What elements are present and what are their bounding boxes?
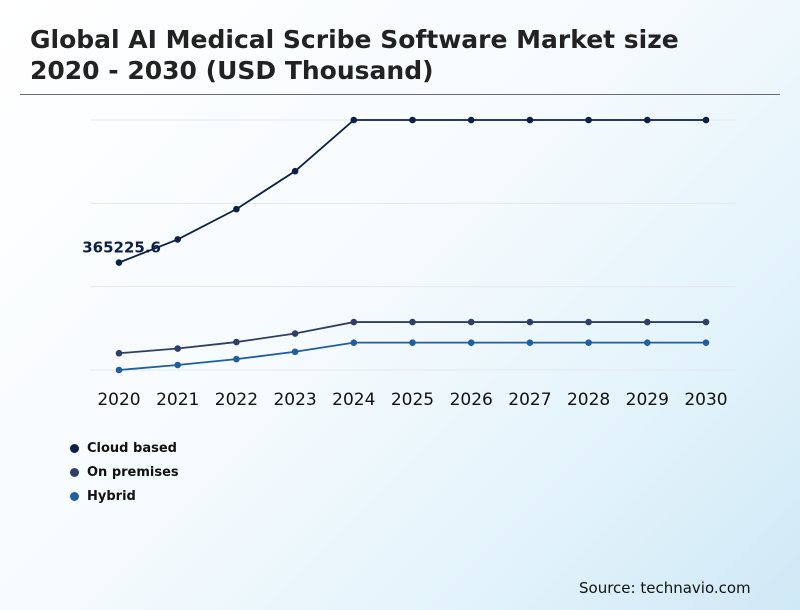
x-tick-label-2023: 2023	[273, 390, 316, 410]
x-tick-label-2027: 2027	[508, 390, 551, 410]
series-1-point-2020	[115, 349, 123, 357]
x-tick-label-2025: 2025	[391, 390, 434, 410]
x-tick-label-2026: 2026	[450, 390, 493, 410]
x-tick-label-2029: 2029	[626, 390, 669, 410]
series-2-point-2030	[702, 339, 710, 346]
series-1-point-2026	[467, 318, 475, 326]
series-0-point-2020	[115, 259, 123, 266]
series-2-point-2022	[233, 355, 240, 363]
chart-title-line-1: Global AI Medical Scribe Software Market…	[30, 25, 679, 54]
series-2-point-2023	[291, 348, 299, 356]
series-1-point-2029	[644, 318, 651, 326]
series-1-point-2022	[233, 338, 240, 346]
series-2-point-2026	[467, 339, 475, 346]
legend-item-0: Cloud based	[70, 436, 179, 460]
series-0-point-2030	[702, 116, 710, 124]
series-0-point-2027	[526, 116, 534, 124]
series-2-point-2027	[526, 339, 534, 346]
series-0-point-2025	[409, 116, 416, 124]
legend-item-1: On premises	[70, 460, 179, 484]
series-2-point-2025	[409, 339, 416, 346]
series-0-point-2026	[467, 116, 475, 124]
legend-label-0: Cloud based	[87, 440, 177, 456]
series-0-point-2022	[233, 205, 240, 213]
series-line-2	[118, 341, 706, 371]
series-1-point-2030	[702, 318, 710, 326]
series-1-point-2023	[291, 330, 299, 337]
data-label-0: 365225.6	[82, 239, 161, 257]
series-2-point-2024	[350, 339, 358, 346]
series-1-point-2021	[174, 345, 181, 352]
series-0-point-2028	[585, 116, 592, 124]
x-tick-label-2024: 2024	[332, 390, 375, 410]
series-1-point-2025	[409, 318, 416, 326]
series-0-point-2021	[174, 236, 181, 243]
series-0-point-2023	[291, 167, 299, 175]
chart-legend: Cloud based On premises Hybrid	[70, 436, 179, 508]
title-divider	[20, 94, 780, 95]
legend-marker-1	[70, 467, 79, 477]
x-tick-label-2020: 2020	[97, 390, 140, 410]
series-2-point-2028	[585, 339, 592, 346]
x-tick-label-2028: 2028	[567, 390, 610, 410]
series-0-point-2029	[644, 116, 651, 124]
series-1-point-2028	[585, 318, 592, 326]
x-tick-label-2021: 2021	[156, 390, 199, 410]
series-1-point-2024	[350, 318, 358, 326]
series-1-point-2027	[526, 318, 534, 326]
series-line-0	[118, 119, 706, 264]
legend-marker-0	[70, 443, 79, 453]
x-tick-label-2022: 2022	[215, 390, 258, 410]
series-2-point-2029	[644, 339, 651, 346]
series-line-1	[118, 321, 706, 355]
legend-label-2: Hybrid	[87, 488, 136, 504]
series-0-point-2024	[350, 116, 358, 124]
chart-title-line-2: 2020 - 2030 (USD Thousand)	[30, 56, 434, 85]
series-2-point-2021	[174, 361, 181, 369]
series-2-point-2020	[115, 366, 123, 374]
x-tick-label-2030: 2030	[684, 390, 727, 410]
source-note: Source: technavio.com	[579, 579, 751, 597]
legend-item-2: Hybrid	[70, 484, 179, 508]
chart-title: Global AI Medical Scribe Software Market…	[30, 24, 780, 86]
legend-label-1: On premises	[87, 464, 179, 480]
legend-marker-2	[70, 491, 79, 501]
